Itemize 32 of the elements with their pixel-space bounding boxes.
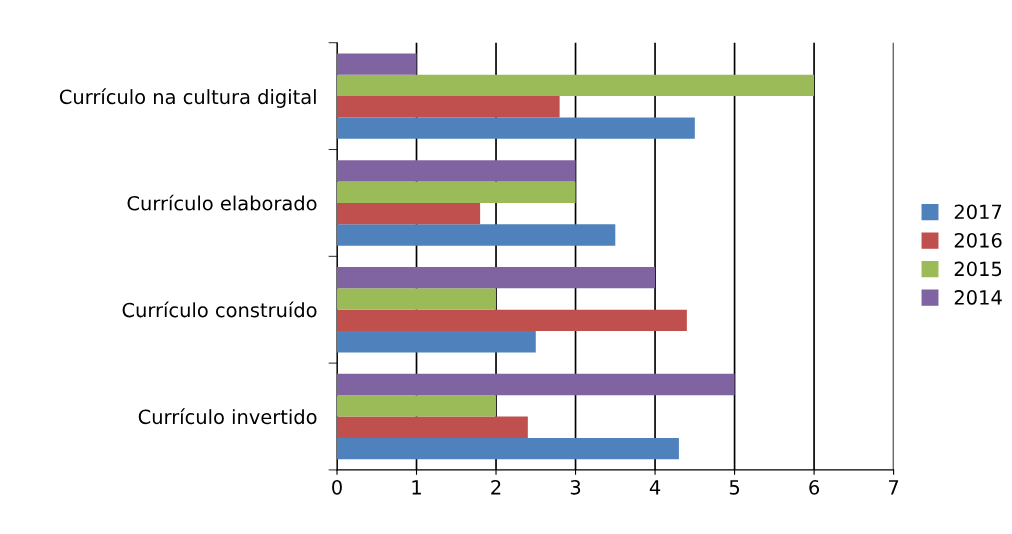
x-tick-label: 3 xyxy=(570,479,581,495)
x-tick-label: 6 xyxy=(809,479,820,495)
bar xyxy=(337,331,536,353)
bar xyxy=(337,416,528,438)
x-tick-label: 7 xyxy=(889,480,899,495)
y-tick-label: Currículo elaborado xyxy=(127,194,317,211)
legend-label: 2015 xyxy=(954,261,1002,277)
bar xyxy=(337,160,576,182)
x-tick-label: 5 xyxy=(729,480,740,495)
x-tick-label: 0 xyxy=(332,479,342,495)
bar xyxy=(337,53,417,75)
bar xyxy=(337,224,616,246)
x-tick-label: 2 xyxy=(491,479,501,495)
bar xyxy=(337,288,497,310)
legend-label: 2017 xyxy=(954,204,1002,220)
y-tick-label: Currículo invertido xyxy=(138,408,317,425)
bar xyxy=(337,117,695,139)
bar xyxy=(337,309,687,332)
bar xyxy=(337,202,481,225)
legend-label: 2014 xyxy=(954,290,1002,305)
x-tick-label: 4 xyxy=(649,480,661,495)
bar xyxy=(337,437,679,460)
y-tick-label: Currículo na cultura digital xyxy=(59,88,316,108)
bar xyxy=(337,181,576,203)
y-tick-label: Currículo construído xyxy=(122,301,317,318)
x-tick-label: 1 xyxy=(412,480,421,495)
bar xyxy=(337,373,735,396)
legend-label: 2016 xyxy=(954,232,1002,248)
bar xyxy=(337,96,560,118)
bar xyxy=(337,267,656,289)
bar xyxy=(337,74,815,97)
bar xyxy=(337,395,497,417)
